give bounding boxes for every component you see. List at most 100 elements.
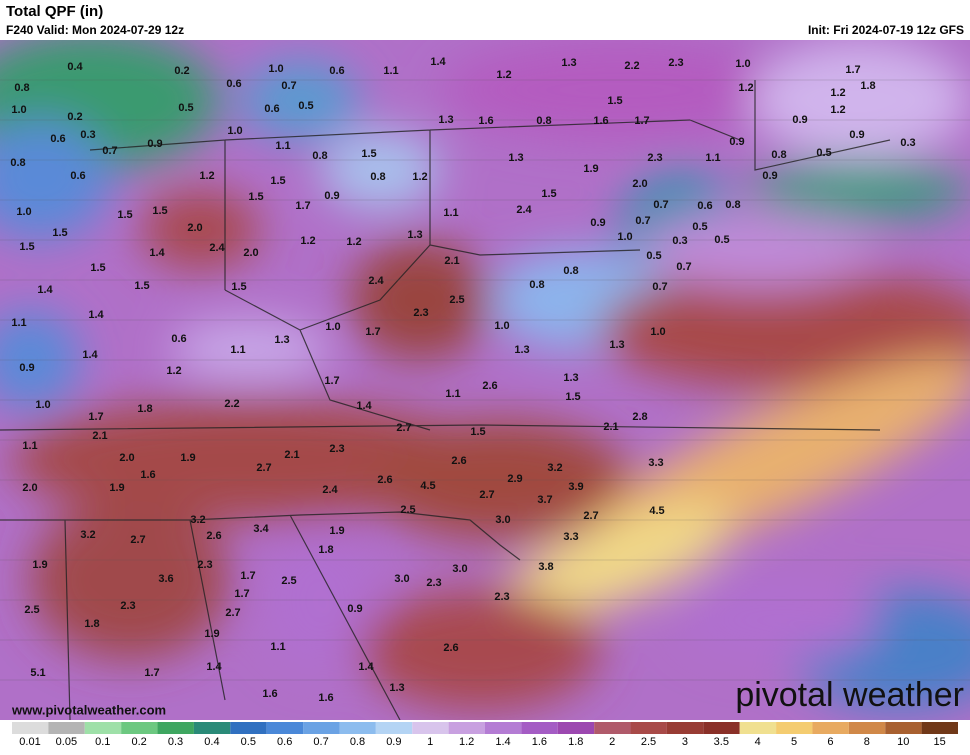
logo: pivotal weather bbox=[735, 676, 964, 714]
point-label: 1.5 bbox=[117, 209, 132, 221]
point-label: 1.4 bbox=[206, 661, 222, 673]
point-label: 3.0 bbox=[495, 514, 510, 526]
point-label: 2.3 bbox=[426, 577, 441, 589]
point-label: 1.2 bbox=[300, 235, 315, 247]
point-label: 1.7 bbox=[365, 326, 380, 338]
point-label: 1.7 bbox=[240, 570, 255, 582]
point-label: 2.8 bbox=[632, 411, 647, 423]
point-label: 2.0 bbox=[187, 222, 202, 234]
point-label: 0.7 bbox=[652, 281, 667, 293]
point-label: 1.1 bbox=[11, 317, 26, 329]
colorbar-swatch bbox=[266, 722, 304, 734]
colorbar-swatch bbox=[594, 722, 631, 734]
point-label: 2.7 bbox=[225, 607, 240, 619]
point-label: 0.5 bbox=[692, 221, 707, 233]
point-label: 3.0 bbox=[394, 573, 409, 585]
point-label: 1.4 bbox=[358, 661, 374, 673]
colorbar-swatch bbox=[84, 722, 122, 734]
point-label: 1.9 bbox=[583, 163, 598, 175]
point-label: 0.5 bbox=[178, 102, 193, 114]
point-label: 0.5 bbox=[816, 147, 831, 159]
point-label: 1.7 bbox=[324, 375, 339, 387]
colorbar-label: 5 bbox=[791, 736, 797, 748]
point-label: 1.6 bbox=[478, 115, 493, 127]
point-label: 3.7 bbox=[537, 494, 552, 506]
point-label: 1.6 bbox=[593, 115, 608, 127]
point-label: 1.1 bbox=[230, 344, 245, 356]
point-label: 2.4 bbox=[368, 275, 384, 287]
point-label: 0.2 bbox=[174, 65, 189, 77]
point-label: 2.5 bbox=[281, 575, 296, 587]
point-label: 2.0 bbox=[119, 452, 134, 464]
point-label: 0.6 bbox=[329, 65, 344, 77]
point-label: 1.1 bbox=[270, 641, 285, 653]
point-label: 2.3 bbox=[647, 152, 662, 164]
colorbar-swatch bbox=[48, 722, 85, 734]
point-label: 0.7 bbox=[653, 199, 668, 211]
point-label: 0.3 bbox=[900, 137, 915, 149]
point-label: 2.7 bbox=[583, 510, 598, 522]
point-label: 1.1 bbox=[383, 65, 398, 77]
point-label: 0.9 bbox=[147, 138, 162, 150]
point-label: 0.8 bbox=[370, 171, 385, 183]
point-label: 1.9 bbox=[329, 525, 344, 537]
point-label: 2.4 bbox=[209, 242, 225, 254]
point-label: 0.6 bbox=[264, 103, 279, 115]
point-label: 1.6 bbox=[140, 469, 155, 481]
point-label: 1.0 bbox=[650, 326, 665, 338]
point-label: 3.0 bbox=[452, 563, 467, 575]
point-label: 1.1 bbox=[445, 388, 460, 400]
point-label: 1.3 bbox=[609, 339, 624, 351]
title: Total QPF (in) bbox=[6, 3, 103, 20]
point-label: 2.9 bbox=[507, 473, 522, 485]
point-label: 2.4 bbox=[516, 204, 532, 216]
watermark: www.pivotalweather.com bbox=[11, 702, 166, 717]
point-label: 0.5 bbox=[646, 250, 661, 262]
colorbar-label: 0.7 bbox=[313, 736, 328, 748]
point-label: 2.6 bbox=[451, 455, 466, 467]
point-label: 2.2 bbox=[224, 398, 239, 410]
point-label: 0.6 bbox=[70, 170, 85, 182]
point-label: 0.5 bbox=[714, 234, 729, 246]
colorbar-label: 6 bbox=[827, 736, 833, 748]
point-label: 0.3 bbox=[672, 235, 687, 247]
point-label: 2.7 bbox=[396, 422, 411, 434]
colorbar-label: 2.5 bbox=[641, 736, 656, 748]
point-label: 2.7 bbox=[130, 534, 145, 546]
point-label: 1.4 bbox=[356, 400, 372, 412]
colorbar-swatch bbox=[703, 722, 740, 734]
point-label: 0.9 bbox=[849, 129, 864, 141]
point-label: 1.4 bbox=[88, 309, 104, 321]
point-label: 1.5 bbox=[52, 227, 67, 239]
point-label: 3.2 bbox=[547, 462, 562, 474]
colorbar-swatch bbox=[848, 722, 886, 734]
point-label: 1.1 bbox=[443, 207, 458, 219]
point-label: 1.0 bbox=[35, 399, 50, 411]
point-label: 0.8 bbox=[725, 199, 740, 211]
colorbar-swatch bbox=[921, 722, 958, 734]
point-label: 2.1 bbox=[284, 449, 299, 461]
colorbar-swatch bbox=[630, 722, 667, 734]
point-label: 1.8 bbox=[318, 544, 333, 556]
point-label: 1.0 bbox=[325, 321, 340, 333]
colorbar-label: 8 bbox=[864, 736, 870, 748]
point-label: 1.2 bbox=[346, 236, 361, 248]
point-label: 3.2 bbox=[190, 514, 205, 526]
colorbar-swatch bbox=[375, 722, 413, 734]
point-label: 4.5 bbox=[649, 505, 664, 517]
point-label: 0.8 bbox=[312, 150, 327, 162]
point-label: 1.5 bbox=[361, 148, 376, 160]
colorbar-label: 0.5 bbox=[241, 736, 256, 748]
point-label: 1.8 bbox=[860, 80, 875, 92]
colorbar-label: 3 bbox=[682, 736, 688, 748]
point-label: 1.5 bbox=[90, 262, 105, 274]
colorbar-label: 0.9 bbox=[386, 736, 401, 748]
point-label: 1.2 bbox=[830, 104, 845, 116]
colorbar-swatch bbox=[812, 722, 849, 734]
colorbar-swatch bbox=[448, 722, 485, 734]
point-label: 1.0 bbox=[617, 231, 632, 243]
point-label: 0.9 bbox=[729, 136, 744, 148]
point-label: 1.7 bbox=[144, 667, 159, 679]
point-label: 1.0 bbox=[268, 63, 283, 75]
